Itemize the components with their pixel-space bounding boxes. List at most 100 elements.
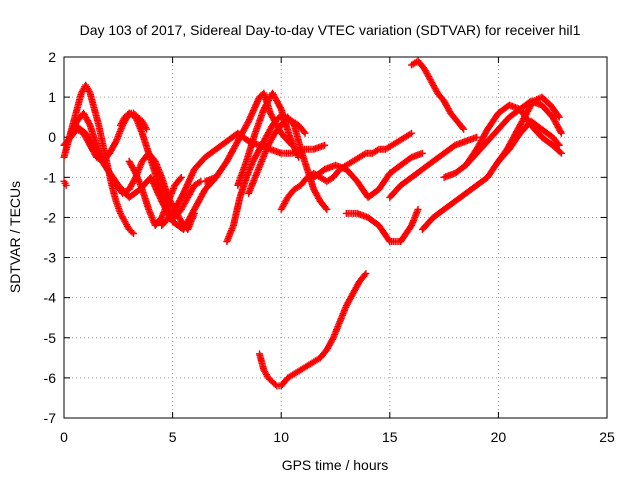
data-point	[220, 139, 228, 147]
data-point	[194, 179, 202, 187]
data-series	[116, 109, 151, 133]
data-point	[85, 120, 93, 128]
data-point	[328, 337, 336, 345]
data-point	[182, 196, 190, 204]
data-point	[99, 140, 107, 148]
data-point	[482, 128, 490, 136]
data-point	[460, 138, 468, 146]
data-point	[189, 184, 197, 192]
data-point	[90, 104, 98, 112]
data-point	[130, 166, 138, 174]
data-point	[273, 116, 281, 124]
data-point	[459, 191, 467, 199]
data-point	[535, 123, 543, 131]
data-point	[236, 195, 244, 203]
data-point	[259, 107, 267, 115]
data-point	[301, 176, 309, 184]
data-point	[347, 293, 355, 301]
x-tick-label: 10	[273, 429, 289, 445]
data-point	[427, 216, 435, 224]
data-series	[158, 129, 329, 229]
data-series	[255, 270, 370, 390]
data-point	[77, 91, 85, 99]
data-point	[501, 148, 509, 156]
data-point	[361, 271, 369, 279]
data-point	[352, 155, 360, 163]
data-point	[335, 319, 343, 327]
data-point	[138, 128, 146, 136]
data-point	[251, 131, 259, 139]
data-point	[544, 99, 552, 107]
data-point	[309, 184, 317, 192]
data-point	[553, 110, 561, 118]
data-point	[288, 119, 296, 127]
data-point	[471, 134, 479, 142]
y-tick-label: -7	[44, 410, 57, 426]
data-point	[432, 86, 440, 94]
data-point	[405, 175, 413, 183]
data-series	[386, 133, 481, 201]
data-point	[131, 110, 139, 118]
data-point	[300, 128, 308, 136]
data-series	[310, 149, 426, 201]
y-axis-label: SDTVAR / TECUs	[7, 181, 23, 293]
data-point	[406, 130, 414, 138]
data-point	[64, 136, 72, 144]
data-point	[248, 159, 256, 167]
data-point	[367, 149, 375, 157]
data-point	[243, 120, 251, 128]
data-point	[354, 281, 362, 289]
data-point	[320, 175, 328, 183]
data-point	[384, 235, 392, 243]
data-point	[282, 196, 290, 204]
data-point	[528, 100, 536, 108]
x-axis-label: GPS time / hours	[282, 457, 389, 473]
data-point	[318, 167, 326, 175]
data-point	[300, 364, 308, 372]
y-tick-label: 1	[48, 89, 56, 105]
data-point	[288, 188, 296, 196]
data-point	[293, 183, 301, 191]
data-point	[156, 216, 164, 224]
data-point	[437, 207, 445, 215]
data-point	[275, 382, 283, 390]
data-point	[123, 222, 131, 230]
data-point	[404, 131, 412, 139]
data-point	[94, 120, 102, 128]
data-point	[262, 371, 270, 379]
data-point	[416, 167, 424, 175]
data-point	[166, 212, 174, 220]
data-point	[334, 168, 342, 176]
data-point	[138, 184, 146, 192]
data-point	[384, 172, 392, 180]
data-point	[91, 146, 99, 154]
data-point	[510, 132, 518, 140]
data-point	[547, 111, 555, 119]
data-point	[127, 227, 135, 235]
data-point	[413, 207, 421, 215]
data-point	[555, 147, 563, 155]
data-series	[342, 205, 422, 246]
data-point	[418, 62, 426, 70]
data-point	[459, 124, 467, 132]
data-point	[546, 139, 554, 147]
data-point	[445, 106, 453, 114]
data-point	[321, 203, 329, 211]
y-tick-label: -3	[44, 250, 57, 266]
data-point	[481, 175, 489, 183]
data-point	[471, 148, 479, 156]
data-point	[209, 147, 217, 155]
data-point	[199, 156, 207, 164]
data-point	[73, 107, 81, 115]
y-tick-label: -2	[44, 209, 57, 225]
data-point	[405, 155, 413, 163]
data-point	[79, 127, 87, 135]
data-point	[269, 132, 277, 140]
data-point	[315, 194, 323, 202]
data-point	[525, 119, 533, 127]
x-tick-label: 20	[491, 429, 507, 445]
data-point	[144, 204, 152, 212]
data-point	[299, 127, 307, 135]
data-point	[503, 103, 511, 111]
